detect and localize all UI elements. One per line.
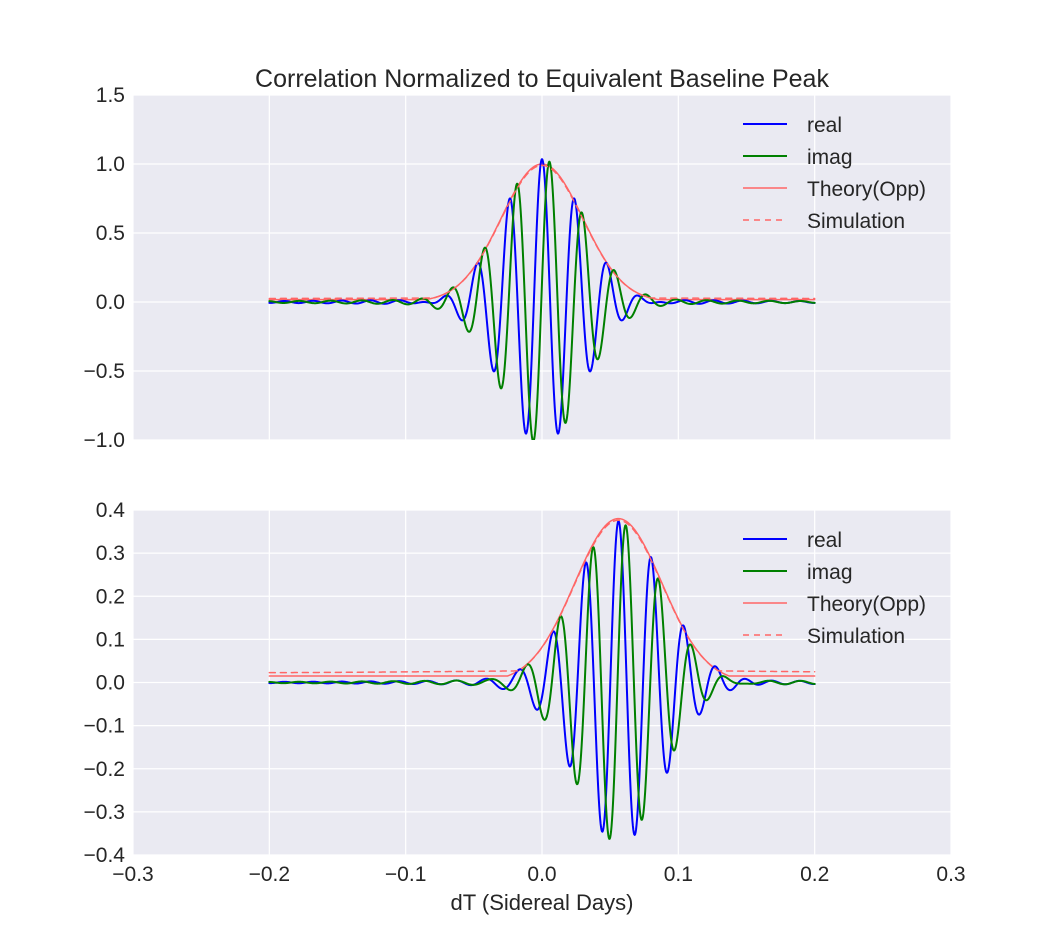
legend-label: Simulation: [807, 625, 905, 648]
y-tick-label: −0.4: [84, 844, 126, 867]
y-tick-label: −0.1: [84, 715, 125, 738]
legend-label: imag: [807, 561, 853, 584]
y-tick-label: −0.3: [84, 801, 125, 824]
series-line-simulation: [268, 519, 816, 674]
x-tick-label: −0.2: [249, 863, 290, 886]
legend-label: real: [807, 114, 842, 137]
series-line-theory-opp-: [268, 517, 816, 677]
y-tick-label: 0.4: [96, 499, 126, 522]
top-panel: −1.0 −0.5 0.0 0.5 1.0 1.5 Correlation Normaliz…: [84, 65, 952, 452]
x-tick-label: −0.3: [112, 863, 153, 886]
series-line-real: [268, 520, 816, 836]
y-tick-label: −0.2: [84, 758, 125, 781]
series-line-imag: [268, 524, 816, 840]
bottom-panel: −0.4−0.3−0.2−0.10.00.10.20.30.4−0.3 −0.2−…: [84, 499, 966, 915]
x-tick-label: 0.0: [527, 863, 556, 886]
y-tick-label: 0.2: [96, 585, 125, 608]
y-tick-label: 0.0: [96, 291, 125, 314]
x-axis-label: dT (Sidereal Days): [451, 890, 634, 915]
x-tick-label: 0.2: [800, 863, 829, 886]
series-line-simulation: [268, 164, 816, 300]
y-tick-label: −1.0: [84, 429, 125, 452]
y-tick-label: 1.0: [96, 153, 125, 176]
y-tick-label: 1.5: [96, 84, 125, 107]
chart-title: Correlation Normalized to Equivalent Bas…: [255, 65, 829, 93]
y-tick-label: −0.5: [84, 360, 125, 383]
x-tick-label: 0.3: [936, 863, 965, 886]
x-tick-label: 0.1: [664, 863, 693, 886]
y-tick-label: 0.0: [96, 672, 125, 695]
y-tick-label: 0.5: [96, 222, 125, 245]
x-tick-label: −0.1: [385, 863, 426, 886]
legend-label: imag: [807, 146, 853, 169]
y-tick-label: 0.3: [96, 542, 125, 565]
legend-label: real: [807, 529, 842, 552]
legend-label: Theory(Opp): [807, 593, 926, 616]
legend-label: Theory(Opp): [807, 178, 926, 201]
y-tick-label: 0.1: [96, 628, 125, 651]
legend-label: Simulation: [807, 210, 905, 233]
series-line-imag: [268, 160, 816, 440]
